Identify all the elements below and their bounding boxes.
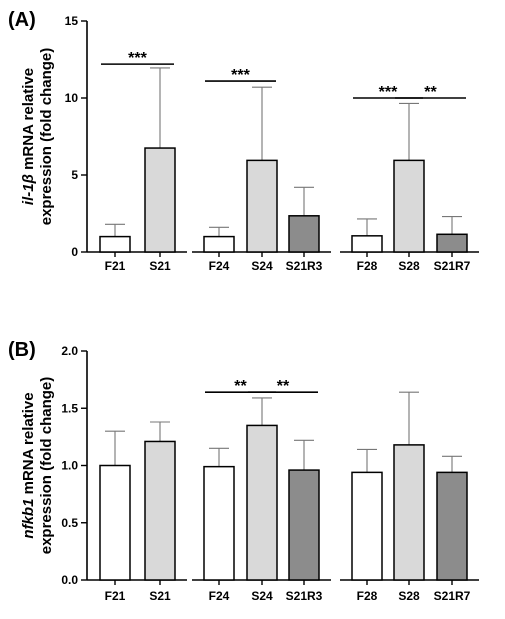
y-tick-label: 15 — [65, 14, 79, 28]
y-axis-label-gene: nfkb1 — [20, 499, 37, 539]
bar-s24 — [246, 424, 278, 581]
x-tick-label: F24 — [209, 259, 230, 273]
y-axis-label: il-1β mRNA relative — [20, 68, 37, 205]
x-tick-label: F24 — [209, 589, 230, 603]
x-tick-label: S28 — [398, 259, 420, 273]
x-tick-label: S21R7 — [434, 589, 471, 603]
x-tick-label: S21 — [149, 259, 171, 273]
significance-label: *** — [379, 84, 398, 101]
y-axis-label-gene: il-1β — [20, 174, 37, 205]
y-axis-label: nfkb1 mRNA relative — [20, 392, 37, 538]
x-tick-label: S21 — [149, 589, 171, 603]
y-axis-label-rest: mRNA relative — [20, 392, 37, 498]
x-tick-label: F21 — [105, 589, 126, 603]
x-tick-label: S28 — [398, 589, 420, 603]
x-tick-label: S24 — [251, 259, 273, 273]
y-tick-label: 0 — [71, 245, 78, 259]
bar-f21 — [99, 464, 131, 581]
x-tick-label: F21 — [105, 259, 126, 273]
panel-label: (A) — [8, 9, 36, 31]
y-tick-label: 0.5 — [61, 516, 78, 530]
significance-label: *** — [231, 67, 250, 84]
significance-label: ** — [424, 84, 437, 101]
panel-a: (A) 0 5 10 15 il-1β mRNA relative expression (… — [8, 9, 479, 273]
y-tick-label: 1.0 — [61, 459, 78, 473]
panel-b: (B) 0.0 0.5 1.0 1.5 2.0 nfkb1 mRNA relative exp… — [8, 339, 479, 603]
bar-f28 — [351, 235, 383, 253]
bar-f21 — [99, 235, 131, 253]
y-tick-label: 5 — [71, 168, 78, 182]
bar-s28 — [393, 444, 425, 581]
panel-label: (B) — [8, 339, 36, 361]
significance-label: *** — [128, 50, 147, 67]
x-tick-label: S21R3 — [286, 589, 323, 603]
bar-f24 — [203, 465, 235, 581]
x-tick-label: F28 — [357, 259, 378, 273]
y-axis-label-line2: expression (fold change) — [38, 48, 55, 226]
y-tick-label: 10 — [65, 91, 79, 105]
bar-s21 — [144, 147, 176, 253]
y-tick-label: 0.0 — [61, 573, 78, 587]
bar-s24 — [246, 159, 278, 253]
x-tick-label: S21R7 — [434, 259, 471, 273]
x-tick-label: S21R3 — [286, 259, 323, 273]
y-tick-label: 2.0 — [61, 344, 78, 358]
bar-s21r3 — [288, 469, 320, 581]
significance-label: ** — [234, 378, 247, 395]
bar-f28 — [351, 471, 383, 581]
bar-f24 — [203, 235, 235, 253]
y-tick-label: 1.5 — [61, 401, 78, 415]
bar-s28 — [393, 159, 425, 253]
bar-s21 — [144, 440, 176, 581]
bar-s21r3 — [288, 215, 320, 253]
y-axis-label-rest: mRNA relative — [20, 68, 37, 174]
bar-s21r7 — [436, 471, 468, 581]
x-tick-label: S24 — [251, 589, 273, 603]
significance-label: ** — [277, 378, 290, 395]
bar-s21r7 — [436, 233, 468, 253]
x-tick-label: F28 — [357, 589, 378, 603]
y-axis-label-line2: expression (fold change) — [38, 377, 55, 555]
